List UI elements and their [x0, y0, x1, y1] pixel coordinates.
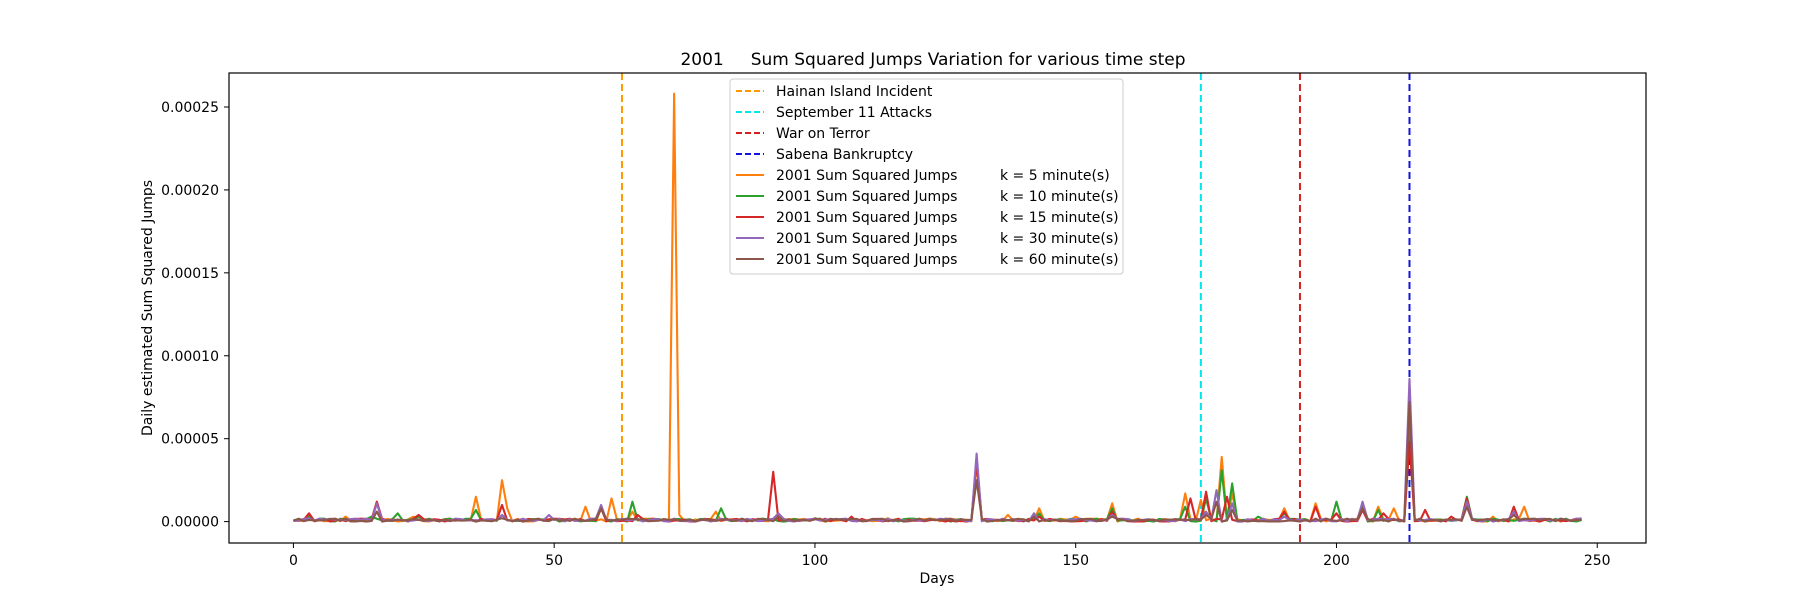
- x-tick-label: 150: [1062, 553, 1089, 569]
- x-tick-label: 50: [545, 553, 563, 569]
- legend-k-label: k = 60 minute(s): [1000, 252, 1119, 268]
- legend-k-label: k = 5 minute(s): [1000, 168, 1110, 184]
- x-axis-ticks: 0 50 100 150 200 250: [289, 543, 1611, 569]
- y-tick-label: 0.00000: [161, 515, 219, 531]
- legend-label: 2001 Sum Squared Jumps: [776, 252, 957, 268]
- legend-label: 2001 Sum Squared Jumps: [776, 168, 957, 184]
- series-line-4: [293, 377, 1582, 523]
- y-axis-label: Daily estimated Sum Squared Jumps: [140, 180, 156, 436]
- y-tick-label: 0.00010: [161, 349, 219, 365]
- legend-label: September 11 Attacks: [776, 105, 932, 121]
- x-tick-label: 200: [1323, 553, 1350, 569]
- x-axis-label: Days: [920, 571, 955, 587]
- y-tick-label: 0.00005: [161, 432, 219, 448]
- x-tick-label: 250: [1584, 553, 1611, 569]
- y-tick-label: 0.00020: [161, 183, 219, 199]
- legend-label: War on Terror: [776, 126, 870, 142]
- legend-k-label: k = 15 minute(s): [1000, 210, 1119, 226]
- legend-label: 2001 Sum Squared Jumps: [776, 189, 957, 205]
- legend: Hainan Island Incident September 11 Attac…: [729, 78, 1124, 275]
- series-line-2: [293, 421, 1582, 523]
- plot-frame: [228, 72, 1647, 544]
- y-axis-ticks: 0.00000 0.00005 0.00010 0.00015 0.00020 0.000…: [161, 100, 229, 531]
- legend-k-label: k = 10 minute(s): [1000, 189, 1119, 205]
- series-line-3: [293, 440, 1582, 523]
- x-tick-label: 0: [289, 553, 298, 569]
- y-tick-label: 0.00015: [161, 266, 219, 282]
- series-line-5: [293, 401, 1582, 523]
- event-lines: [620, 73, 1411, 543]
- legend-box: [729, 78, 1124, 275]
- y-tick-label: 0.00025: [161, 100, 219, 116]
- legend-label: Hainan Island Incident: [776, 84, 933, 100]
- x-tick-label: 100: [802, 553, 829, 569]
- chart-title: 2001 Sum Squared Jumps Variation for var…: [680, 50, 1185, 70]
- legend-label: Sabena Bankruptcy: [776, 147, 913, 163]
- legend-k-label: k = 30 minute(s): [1000, 231, 1119, 247]
- legend-label: 2001 Sum Squared Jumps: [776, 231, 957, 247]
- legend-label: 2001 Sum Squared Jumps: [776, 210, 957, 226]
- series-lines: [293, 92, 1582, 523]
